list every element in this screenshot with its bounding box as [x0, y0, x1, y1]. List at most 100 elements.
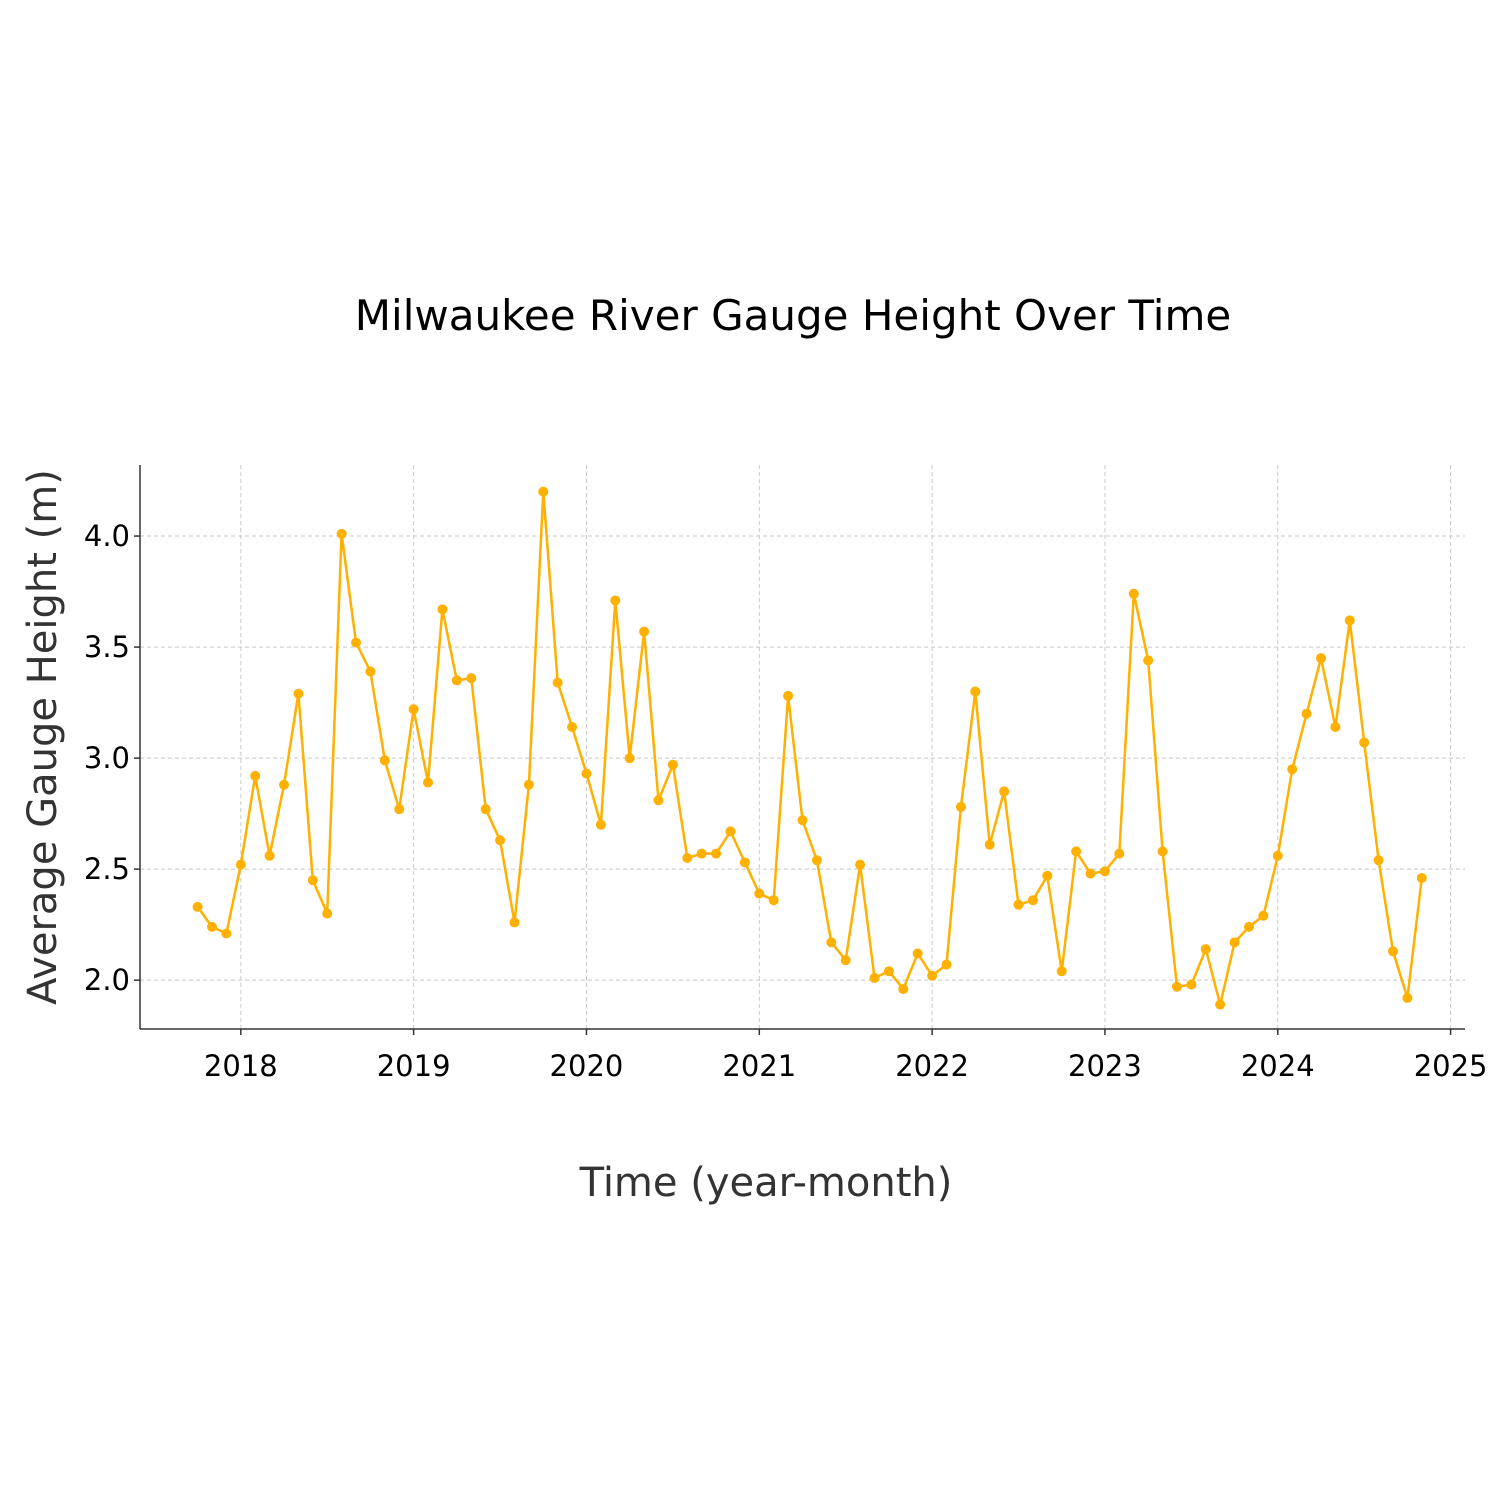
data-point	[1387, 946, 1398, 957]
data-point	[797, 815, 808, 826]
data-point	[250, 770, 261, 781]
data-point	[279, 779, 290, 790]
data-point	[394, 804, 405, 815]
data-point	[480, 804, 491, 815]
data-point	[696, 848, 707, 859]
data-point	[365, 666, 376, 677]
x-tick-label: 2020	[550, 1049, 624, 1083]
data-point	[523, 779, 534, 790]
data-point	[1128, 588, 1139, 599]
y-tick-label: 2.0	[84, 963, 130, 997]
data-point	[379, 755, 390, 766]
x-tick-label: 2021	[722, 1049, 796, 1083]
data-point	[466, 673, 477, 684]
data-point	[437, 604, 448, 615]
x-tick-label: 2023	[1068, 1049, 1142, 1083]
x-tick-label: 2018	[204, 1049, 278, 1083]
data-point	[624, 753, 635, 764]
data-point	[667, 759, 678, 770]
data-point	[1272, 850, 1283, 861]
data-point	[1099, 866, 1110, 877]
data-point	[1243, 921, 1254, 932]
chart-title: Milwaukee River Gauge Height Over Time	[355, 291, 1231, 340]
x-tick-label: 2024	[1241, 1049, 1315, 1083]
data-point	[192, 901, 203, 912]
data-point	[826, 937, 837, 948]
data-point	[293, 688, 304, 699]
data-point	[423, 777, 434, 788]
data-point	[725, 826, 736, 837]
data-point	[883, 966, 894, 977]
data-point	[351, 637, 362, 648]
data-point	[1071, 846, 1082, 857]
data-point	[509, 917, 520, 928]
data-point	[639, 626, 650, 637]
data-point	[1056, 966, 1067, 977]
data-point	[1359, 737, 1370, 748]
x-tick-label: 2022	[895, 1049, 969, 1083]
data-point	[1330, 722, 1341, 733]
data-point	[1013, 899, 1024, 910]
data-point	[739, 857, 750, 868]
data-point	[941, 959, 952, 970]
data-point	[999, 786, 1010, 797]
data-point	[1258, 910, 1269, 921]
data-point	[567, 722, 578, 733]
data-point	[840, 955, 851, 966]
data-point	[811, 855, 822, 866]
data-point	[336, 528, 347, 539]
data-point	[1157, 846, 1168, 857]
data-point	[610, 595, 621, 606]
y-tick-label: 3.5	[84, 630, 130, 664]
data-point	[927, 970, 938, 981]
data-point	[1373, 855, 1384, 866]
data-point	[1027, 895, 1038, 906]
data-point	[1085, 868, 1096, 879]
data-point	[264, 850, 275, 861]
data-point	[595, 819, 606, 830]
data-point	[1042, 870, 1053, 881]
data-point	[1402, 992, 1413, 1003]
data-point	[451, 675, 462, 686]
data-point	[322, 908, 333, 919]
data-point	[1229, 937, 1240, 948]
data-point	[1200, 944, 1211, 955]
data-point	[235, 859, 246, 870]
x-tick-label: 2025	[1414, 1049, 1488, 1083]
data-point	[552, 677, 563, 688]
data-point	[682, 853, 693, 864]
y-axis-label: Average Gauge Height (m)	[20, 469, 66, 1005]
data-point	[1416, 873, 1427, 884]
x-tick-label: 2019	[377, 1049, 451, 1083]
data-point	[495, 835, 506, 846]
data-point	[653, 795, 664, 806]
data-point	[581, 768, 592, 779]
data-point	[855, 859, 866, 870]
y-ticks: 2.0 2.5 3.0 3.5 4.0	[84, 519, 140, 997]
series-line	[196, 490, 1424, 1006]
data-point	[1301, 708, 1312, 719]
data-point	[1143, 655, 1154, 666]
data-point	[898, 984, 909, 995]
data-point	[711, 848, 722, 859]
data-point	[207, 921, 218, 932]
data-point	[1287, 764, 1298, 775]
x-axis-label: Time (year-month)	[579, 1160, 953, 1206]
data-point	[1315, 653, 1326, 664]
data-point	[984, 839, 995, 850]
grid-lines	[140, 465, 1465, 1029]
data-point	[869, 972, 880, 983]
data-point	[1215, 999, 1226, 1010]
data-point	[408, 704, 419, 715]
data-point	[955, 801, 966, 812]
data-point	[912, 948, 923, 959]
y-tick-label: 4.0	[84, 519, 130, 553]
data-point	[221, 928, 232, 939]
series-layer	[192, 486, 1427, 1010]
data-point	[307, 875, 318, 886]
y-tick-label: 3.0	[84, 741, 130, 775]
data-point	[768, 895, 779, 906]
x-ticks: 2018 2019 2020 2021 2022 2023 2024 2025	[204, 1029, 1488, 1083]
data-point	[1114, 848, 1125, 859]
